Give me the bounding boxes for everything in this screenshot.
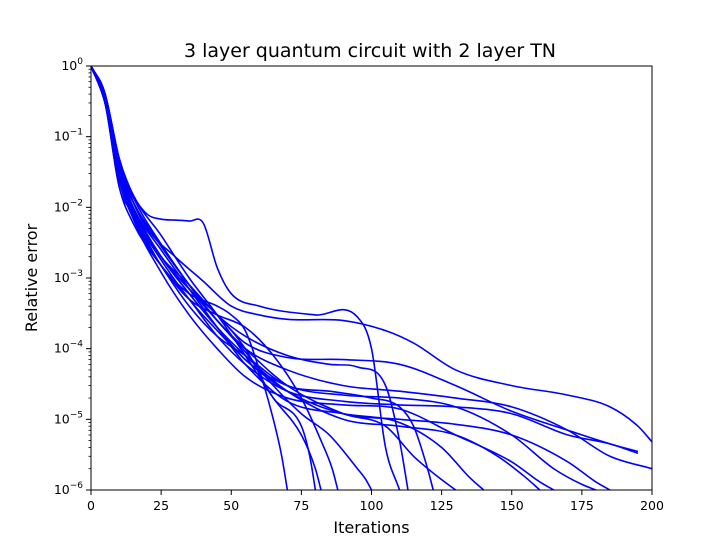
series-line-17: [91, 66, 373, 490]
series-line-16: [91, 66, 555, 490]
plot-frame: [90, 65, 653, 491]
y-tick-label: 10−6: [54, 481, 83, 497]
y-tick-label: 10−3: [54, 269, 83, 285]
x-tick-label: 175: [570, 498, 594, 513]
axis-ticks: 0 25 50 75 100 125 150 175 200 100 10−1 10−2 10−3 10−…: [54, 57, 664, 513]
x-tick-label: 0: [87, 498, 95, 513]
series-line-15: [91, 66, 485, 490]
y-tick-label: 100: [61, 57, 83, 73]
y-tick-label: 10−2: [54, 198, 83, 214]
series-line-13: [91, 66, 652, 470]
series-line-18: [91, 66, 322, 490]
y-tick-label: 10−4: [54, 340, 83, 356]
x-tick-label: 50: [223, 498, 239, 513]
series-line-10: [91, 66, 639, 455]
y-tick-label: 10−5: [54, 410, 83, 426]
x-tick-label: 75: [293, 498, 309, 513]
y-tick-label: 10−1: [54, 128, 83, 144]
x-tick-label: 25: [153, 498, 169, 513]
y-axis-label: Relative error: [22, 223, 41, 332]
x-tick-label: 150: [500, 498, 524, 513]
series-line-14: [91, 66, 611, 490]
chart-title: 3 layer quantum circuit with 2 layer TN: [184, 40, 556, 62]
x-tick-label: 100: [360, 498, 384, 513]
x-tick-label: 125: [430, 498, 454, 513]
x-axis-label: Iterations: [333, 518, 409, 537]
series-group: [91, 66, 652, 490]
x-tick-label: 200: [640, 498, 664, 513]
